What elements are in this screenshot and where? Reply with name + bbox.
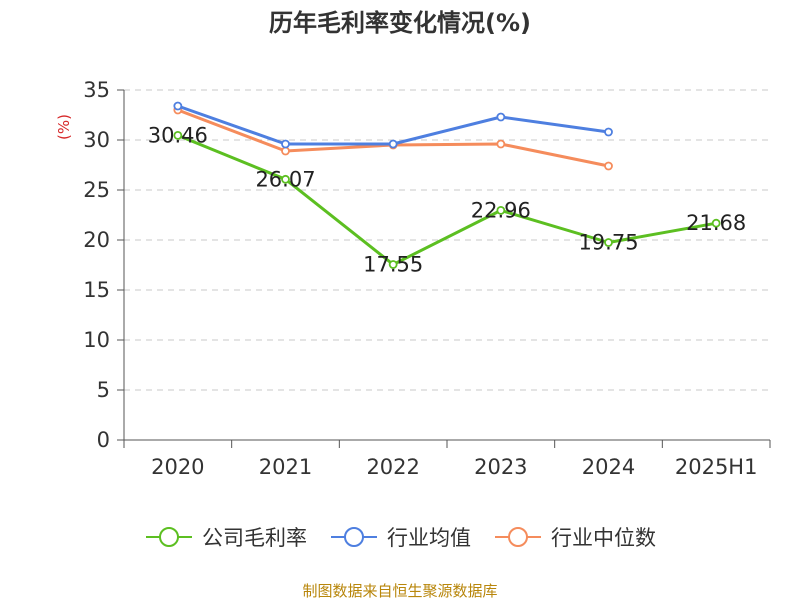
data-point [604,161,613,171]
y-axis-label: (%) [55,114,73,140]
data-label: 21.68 [686,211,746,235]
x-tick-label: 2025H1 [675,455,758,479]
legend-circle [159,527,179,547]
axes: 0 5 10 15 20 25 30 35 2020 2021 2022 2023 2024 2025H1 [83,78,771,479]
legend-marker-icon [495,527,541,547]
grid-lines [124,89,770,391]
data-point [604,238,613,247]
chart-legend: 公司毛利率 行业均值 行业中位数 [0,520,800,554]
data-point [281,174,290,184]
source-note: 制图数据来自恒生聚源数据库 [302,582,498,600]
chart-title: 历年毛利率变化情况(%) [269,9,531,37]
data-label: 26.07 [255,167,315,191]
y-tick-label: 30 [83,128,110,152]
legend-label: 行业中位数 [551,526,656,550]
y-tick-label: 35 [83,78,110,102]
series-line [177,134,717,266]
data-label: 30.46 [148,123,208,147]
data-label: 22.96 [471,198,531,222]
y-tick-label: 10 [83,328,110,352]
x-tick-label: 2023 [474,455,527,479]
series-line [177,108,609,168]
y-tick-label: 5 [97,378,110,402]
data-point [173,130,183,140]
series-lines [173,101,721,269]
data-point [388,139,398,149]
y-tick-label: 15 [83,278,110,302]
data-labels: 30.46 26.07 17.55 22.96 19.75 21.68 [148,123,746,276]
legend-circle [508,527,528,547]
legend-label: 公司毛利率 [202,526,307,550]
data-point [281,146,290,156]
data-point [496,112,506,122]
data-point [173,101,183,111]
series-line [177,104,609,146]
data-point [388,260,398,269]
y-tick-label: 25 [83,178,110,202]
data-label: 19.75 [578,231,638,255]
data-point [496,205,506,215]
data-label: 17.55 [363,253,423,277]
data-point [711,218,721,228]
x-tick-label: 2022 [366,455,419,479]
legend-circle [344,527,364,547]
legend-marker-icon [331,527,377,547]
legend-marker-icon [146,527,192,547]
legend-label: 行业均值 [387,526,471,550]
data-point [604,127,613,137]
data-point [281,139,290,149]
legend-item[interactable]: 行业中位数 [493,522,656,552]
legend-item[interactable]: 公司毛利率 [144,522,307,552]
data-point [496,139,506,149]
x-tick-label: 2020 [151,455,204,479]
line-chart: 0 5 10 15 20 25 30 35 2020 2021 2022 2023 2024 2025H1… [55,78,771,479]
x-tick-label: 2021 [259,455,312,479]
y-tick-label: 20 [83,228,110,252]
x-tick-label: 2024 [582,455,635,479]
legend-item[interactable]: 行业均值 [329,522,471,552]
y-tick-label: 0 [97,428,110,452]
